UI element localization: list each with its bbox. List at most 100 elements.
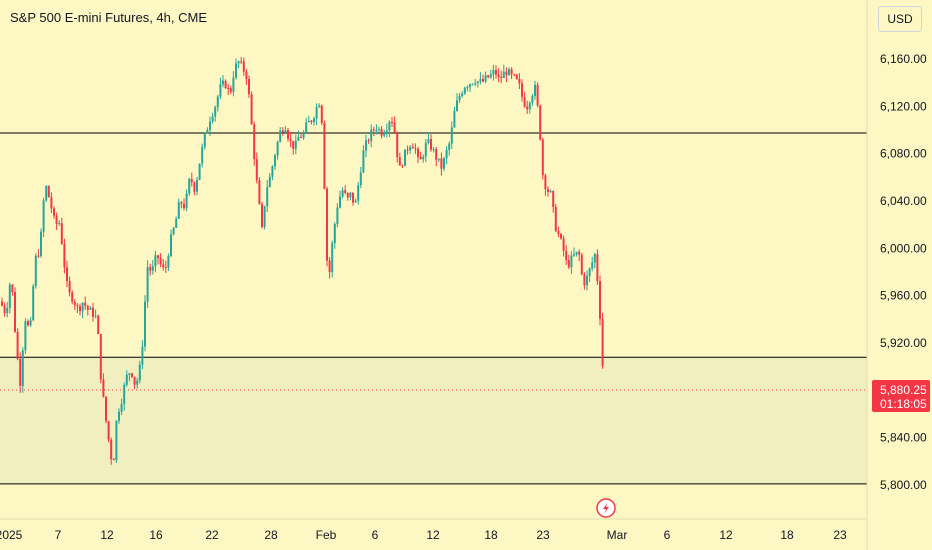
candle-body <box>307 120 310 123</box>
candle <box>11 284 14 296</box>
candle <box>448 141 451 156</box>
candle-body <box>123 384 126 404</box>
candle-body <box>216 96 219 108</box>
candle-body <box>211 116 214 122</box>
candle-body <box>224 80 227 89</box>
candle <box>554 203 557 232</box>
candle <box>427 132 430 145</box>
candle <box>157 254 159 265</box>
currency-button[interactable]: USD <box>878 6 922 32</box>
candle-body <box>196 179 198 192</box>
candle-body <box>393 122 396 132</box>
candle-body <box>586 275 588 286</box>
candle <box>320 104 323 126</box>
candle-body <box>531 96 534 103</box>
candle-body <box>583 274 586 286</box>
candle <box>42 197 45 238</box>
candle-body <box>404 149 406 166</box>
candle-body <box>263 206 266 227</box>
candle <box>370 124 373 148</box>
candle-body <box>47 186 50 198</box>
candle <box>593 252 596 269</box>
price-tick-label: 5,800.00 <box>880 478 927 492</box>
candle <box>544 173 547 196</box>
candle <box>211 112 214 124</box>
candle-body <box>274 155 276 167</box>
candle <box>575 251 578 257</box>
candle <box>248 75 250 98</box>
candle-body <box>380 129 383 136</box>
candle-body <box>461 93 464 96</box>
candle-body <box>253 124 256 160</box>
candle <box>164 260 167 273</box>
candle <box>110 437 113 465</box>
time-tick-label: 12 <box>426 528 440 542</box>
candle <box>313 116 315 126</box>
time-axis[interactable]: 2025 7 12 16 22 28 Feb 6 12 18 23 Mar 6 12 18 23 <box>0 528 847 542</box>
candle-body <box>354 200 357 203</box>
candle <box>1 297 3 307</box>
lightning-icon[interactable] <box>596 498 616 518</box>
candle <box>565 245 568 265</box>
candle-body <box>414 148 417 150</box>
candle <box>284 125 287 134</box>
candle-body <box>27 321 29 326</box>
price-tick-label: 6,000.00 <box>880 241 927 255</box>
candle <box>144 295 146 352</box>
candle-body <box>515 74 518 79</box>
candle-body <box>411 146 414 149</box>
candle <box>203 132 206 150</box>
candle-body <box>300 137 302 139</box>
candle-body <box>73 301 76 305</box>
candle <box>92 302 94 322</box>
candle <box>432 146 435 153</box>
candle-body <box>89 307 92 310</box>
candle-body <box>154 255 157 267</box>
candle-body <box>560 233 562 239</box>
candle-body <box>352 192 354 203</box>
candle <box>487 74 490 79</box>
candle <box>71 290 74 305</box>
candle <box>253 121 256 166</box>
candle-body <box>68 281 71 293</box>
candle-body <box>258 180 261 205</box>
candle <box>94 309 97 319</box>
candle <box>27 319 29 327</box>
candle <box>16 328 19 361</box>
candle-body <box>63 243 66 268</box>
candle-body <box>505 71 508 76</box>
candle-body <box>580 254 583 275</box>
candle <box>422 154 425 163</box>
candle <box>19 352 22 393</box>
candle <box>398 152 401 166</box>
candle-body <box>518 78 521 84</box>
candle <box>261 201 263 229</box>
candle <box>268 173 271 188</box>
candle-body <box>198 163 201 180</box>
candle-body <box>37 255 40 257</box>
candle-body <box>14 292 16 332</box>
candle <box>125 370 128 387</box>
candle-body <box>593 254 596 263</box>
candle <box>463 86 466 95</box>
candle-body <box>19 358 22 386</box>
candle-body <box>557 231 560 234</box>
candle-body <box>268 176 271 188</box>
candle-body <box>8 284 11 309</box>
candle-body <box>596 254 599 282</box>
candle <box>136 377 139 389</box>
candle <box>240 57 243 64</box>
candle <box>469 83 471 92</box>
candle <box>453 106 456 128</box>
candle <box>500 70 503 84</box>
candle-body <box>552 190 555 207</box>
candle-body <box>432 149 435 151</box>
candle <box>128 372 131 382</box>
candle <box>76 303 79 313</box>
candle <box>375 124 378 135</box>
candle <box>232 71 235 97</box>
candle-body <box>271 166 274 177</box>
candle <box>292 140 295 155</box>
candle <box>255 152 258 184</box>
